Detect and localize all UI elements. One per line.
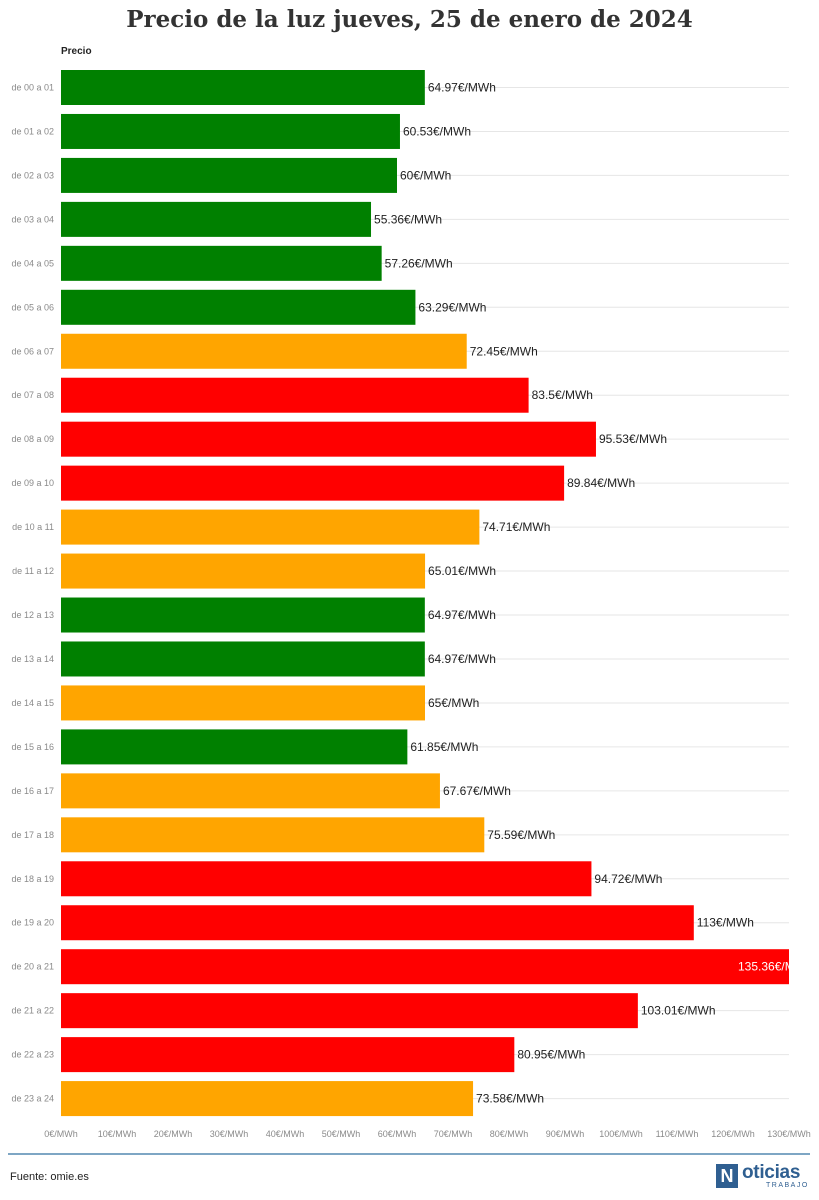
source-note: Fuente: omie.es: [10, 1171, 89, 1183]
bar: [61, 1081, 474, 1117]
x-tick-label: 90€/MWh: [546, 1129, 585, 1139]
category-label: de 04 a 05: [11, 258, 54, 268]
noticias-trabajo-logo: N oticias TRABAJO: [716, 1162, 812, 1190]
logo-subtitle: TRABAJO: [766, 1182, 809, 1189]
data-label: 135.36€/MWh: [738, 960, 813, 974]
bar: [61, 113, 400, 149]
bar: [61, 377, 529, 413]
category-label: de 10 a 11: [12, 522, 54, 532]
bar: [61, 201, 372, 237]
category-label: de 16 a 17: [11, 786, 54, 796]
bar: [61, 685, 425, 721]
data-label: 113€/MWh: [697, 916, 754, 930]
bar: [61, 641, 425, 677]
x-tick-label: 80€/MWh: [490, 1129, 529, 1139]
data-label: 64.97€/MWh: [428, 81, 496, 95]
data-label: 64.97€/MWh: [428, 652, 496, 666]
logo-letter: N: [716, 1164, 738, 1188]
category-label: de 03 a 04: [11, 214, 54, 224]
data-label: 73.58€/MWh: [476, 1092, 544, 1106]
bar: [61, 597, 425, 633]
category-label: de 13 a 14: [11, 654, 54, 664]
bar: [61, 289, 416, 325]
category-label: de 00 a 01: [11, 83, 54, 93]
data-label: 72.45€/MWh: [470, 344, 538, 358]
category-label: de 12 a 13: [11, 610, 54, 620]
data-label: 55.36€/MWh: [374, 212, 442, 226]
data-label: 61.85€/MWh: [410, 740, 478, 754]
x-tick-label: 100€/MWh: [599, 1129, 643, 1139]
x-tick-label: 20€/MWh: [154, 1129, 193, 1139]
data-label: 89.84€/MWh: [567, 476, 635, 490]
category-label: de 22 a 23: [11, 1050, 54, 1060]
x-tick-label: 120€/MWh: [711, 1129, 755, 1139]
bar: [61, 245, 382, 281]
bar: [61, 333, 467, 369]
data-label: 60€/MWh: [400, 168, 451, 182]
data-label: 103.01€/MWh: [641, 1004, 716, 1018]
data-label: 60.53€/MWh: [403, 124, 471, 138]
data-label: 95.53€/MWh: [599, 432, 667, 446]
category-label: de 06 a 07: [11, 346, 54, 356]
x-tick-label: 130€/MWh: [767, 1129, 811, 1139]
data-label: 63.29€/MWh: [418, 300, 486, 314]
data-label: 64.97€/MWh: [428, 608, 496, 622]
category-label: de 08 a 09: [11, 434, 54, 444]
category-label: de 18 a 19: [11, 874, 54, 884]
bar: [61, 993, 638, 1029]
x-tick-label: 110€/MWh: [656, 1129, 699, 1139]
x-tick-label: 10€/MWh: [98, 1129, 137, 1139]
x-tick-label: 70€/MWh: [434, 1129, 473, 1139]
x-tick-label: 40€/MWh: [266, 1129, 305, 1139]
chart-title: Precio de la luz jueves, 25 de enero de …: [126, 6, 693, 33]
category-label: de 17 a 18: [11, 830, 54, 840]
category-label: de 23 a 24: [11, 1094, 54, 1104]
bar: [61, 773, 440, 809]
footer-divider: [8, 1153, 810, 1155]
bar: [61, 465, 565, 501]
bar: [61, 553, 426, 589]
bar: [61, 817, 485, 853]
data-label: 83.5€/MWh: [532, 388, 593, 402]
data-label: 75.59€/MWh: [487, 828, 555, 842]
bar: [61, 729, 408, 765]
category-label: de 07 a 08: [11, 390, 54, 400]
category-label: de 14 a 15: [11, 698, 54, 708]
bar: [61, 421, 596, 457]
category-label: de 20 a 21: [11, 962, 54, 972]
category-label: de 02 a 03: [11, 170, 54, 180]
x-tick-label: 30€/MWh: [210, 1129, 249, 1139]
price-bar-chart: de 00 a 01 64.97€/MWh de 01 a 02 60.53€/MWh…: [11, 70, 813, 1139]
category-label: de 21 a 22: [11, 1006, 54, 1016]
data-label: 65€/MWh: [428, 696, 479, 710]
data-label: 80.95€/MWh: [517, 1048, 585, 1062]
bar: [61, 1037, 515, 1073]
data-label: 74.71€/MWh: [482, 520, 550, 534]
category-label: de 05 a 06: [11, 302, 54, 312]
bar: [61, 949, 789, 985]
logo-wordmark: oticias: [742, 1162, 801, 1183]
category-label: de 15 a 16: [11, 742, 54, 752]
y-axis-label: Precio: [61, 46, 92, 57]
bars-group: [61, 70, 789, 1117]
category-label: de 19 a 20: [11, 918, 54, 928]
category-label: de 11 a 12: [12, 566, 54, 576]
data-label: 94.72€/MWh: [594, 872, 662, 886]
bar: [61, 509, 480, 545]
x-tick-label: 60€/MWh: [378, 1129, 417, 1139]
bar: [61, 157, 397, 193]
data-label: 67.67€/MWh: [443, 784, 511, 798]
category-label: de 09 a 10: [11, 478, 54, 488]
bar: [61, 70, 425, 105]
x-tick-label: 50€/MWh: [322, 1129, 361, 1139]
category-label: de 01 a 02: [11, 126, 54, 136]
bar: [61, 861, 592, 897]
data-label: 65.01€/MWh: [428, 564, 496, 578]
bar: [61, 905, 694, 941]
data-label: 57.26€/MWh: [385, 256, 453, 270]
x-tick-label: 0€/MWh: [44, 1129, 78, 1139]
